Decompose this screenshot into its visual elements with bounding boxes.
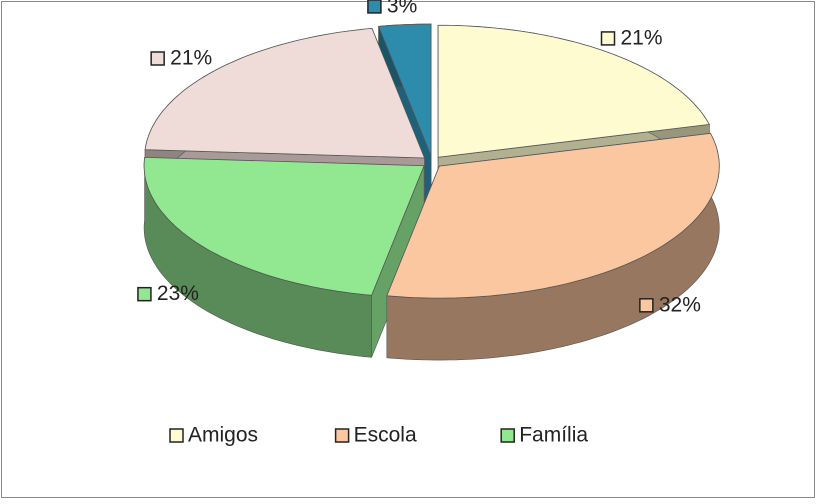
label-swatch <box>137 286 152 302</box>
label-swatch <box>150 51 165 66</box>
legend-label: Família <box>519 424 588 447</box>
legend-swatch <box>334 428 350 443</box>
slice <box>144 27 426 159</box>
legend-swatch <box>169 428 184 443</box>
data-label: 23% <box>157 282 199 305</box>
slice <box>386 132 720 299</box>
legend-swatch <box>500 428 515 443</box>
data-label: 21% <box>621 26 663 49</box>
label-swatch <box>600 31 616 46</box>
slice <box>143 156 425 296</box>
data-label: 32% <box>659 293 701 316</box>
label-swatch <box>639 298 654 313</box>
data-label: 3% <box>387 0 417 17</box>
slice <box>437 24 710 158</box>
label-swatch <box>367 0 382 14</box>
legend-label: Escola <box>354 424 417 447</box>
legend-label: Amigos <box>188 424 258 447</box>
data-label: 21% <box>170 47 212 70</box>
slice <box>378 23 432 157</box>
